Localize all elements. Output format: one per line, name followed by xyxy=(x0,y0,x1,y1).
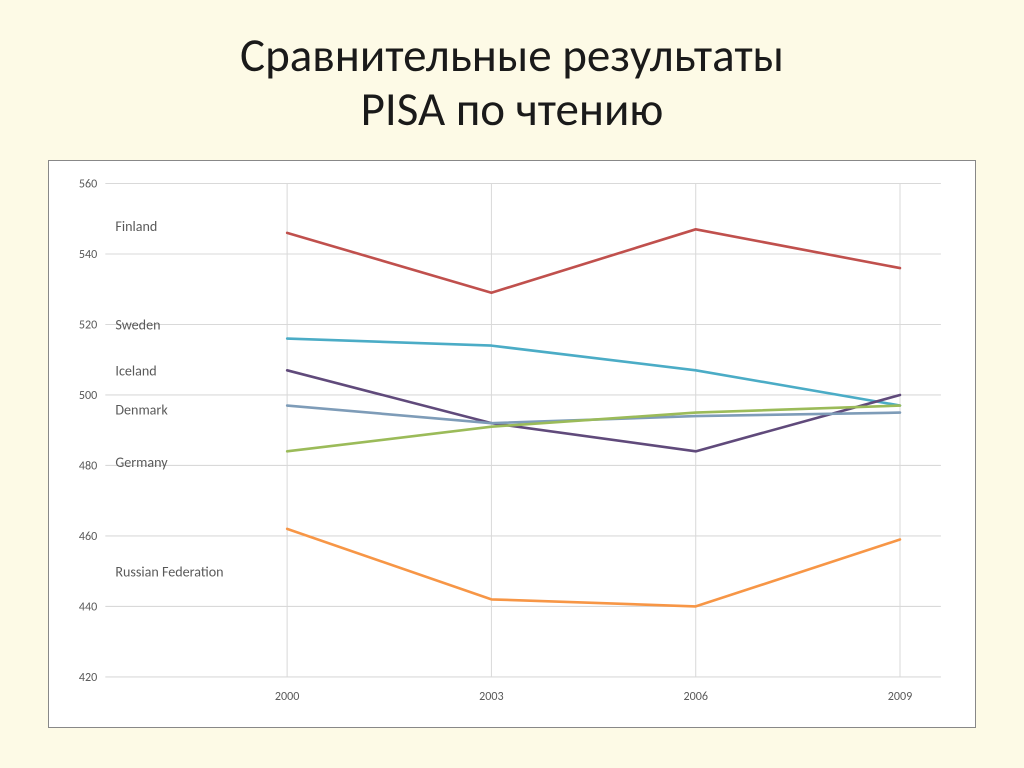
y-tick-label: 540 xyxy=(79,247,97,262)
title-line-2: PISA по чтению xyxy=(361,80,664,138)
y-tick-label: 460 xyxy=(79,529,97,544)
series-label: Iceland xyxy=(115,361,156,379)
y-tick-label: 440 xyxy=(79,599,97,614)
x-tick-label: 2003 xyxy=(479,689,503,704)
y-tick-label: 480 xyxy=(79,459,97,474)
y-tick-label: 520 xyxy=(79,318,97,333)
slide: Сравнительные результаты PISA по чтению … xyxy=(0,0,1024,768)
y-tick-label: 500 xyxy=(79,388,97,403)
x-tick-label: 2006 xyxy=(683,689,707,704)
x-tick-label: 2000 xyxy=(275,689,299,704)
page-title: Сравнительные результаты PISA по чтению xyxy=(48,28,976,136)
x-tick-label: 2009 xyxy=(888,689,912,704)
title-line-1: Сравнительные результаты xyxy=(240,26,784,84)
line-chart: 420 440 460 480 500 520 540 560 2000 2003 2006 2009… xyxy=(55,173,961,719)
series-label: Russian Federation xyxy=(115,562,223,580)
series-line xyxy=(287,339,900,406)
series-label: Germany xyxy=(115,453,168,471)
chart-container: 420 440 460 480 500 520 540 560 2000 2003 2006 2009… xyxy=(48,160,976,728)
series-label: Finland xyxy=(115,217,157,235)
series-label: Denmark xyxy=(115,400,168,418)
y-tick-label: 560 xyxy=(79,177,97,192)
series-label: Sweden xyxy=(115,316,160,334)
y-tick-label: 420 xyxy=(79,670,97,685)
series-line xyxy=(287,229,900,292)
series-line xyxy=(287,529,900,607)
